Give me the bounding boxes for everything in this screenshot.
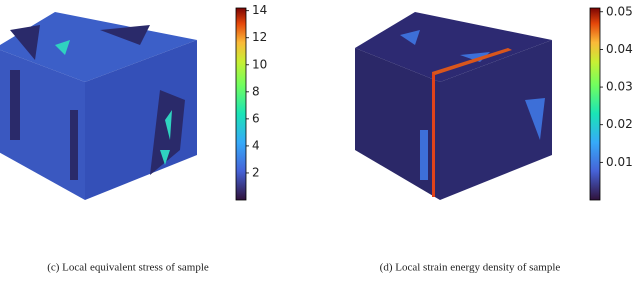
colorbar-tick-label: 0.05 bbox=[606, 4, 633, 18]
colorbar-tick-label: 0.01 bbox=[606, 155, 633, 169]
colorbar bbox=[235, 7, 247, 201]
caption: (d) Local strain energy density of sampl… bbox=[380, 262, 561, 274]
colorbar-tick-label: 4 bbox=[252, 138, 260, 152]
colorbar-tick-label: 0.04 bbox=[606, 42, 633, 56]
colorbar-tick-label: 6 bbox=[252, 111, 260, 125]
colorbar-tick-label: 2 bbox=[252, 165, 260, 179]
colorbar-tick-label: 14 bbox=[252, 3, 267, 17]
colorbar bbox=[589, 7, 601, 201]
colorbar-tick-label: 0.02 bbox=[606, 117, 633, 131]
colorbar-tick-label: 0.03 bbox=[606, 80, 633, 94]
colorbar-tick-label: 8 bbox=[252, 84, 260, 98]
colorbar-tick-label: 12 bbox=[252, 30, 267, 44]
cube-c bbox=[0, 12, 197, 200]
caption: (c) Local equivalent stress of sample bbox=[47, 262, 209, 274]
cube-d bbox=[355, 12, 552, 200]
colorbar-tick-label: 10 bbox=[252, 57, 267, 71]
